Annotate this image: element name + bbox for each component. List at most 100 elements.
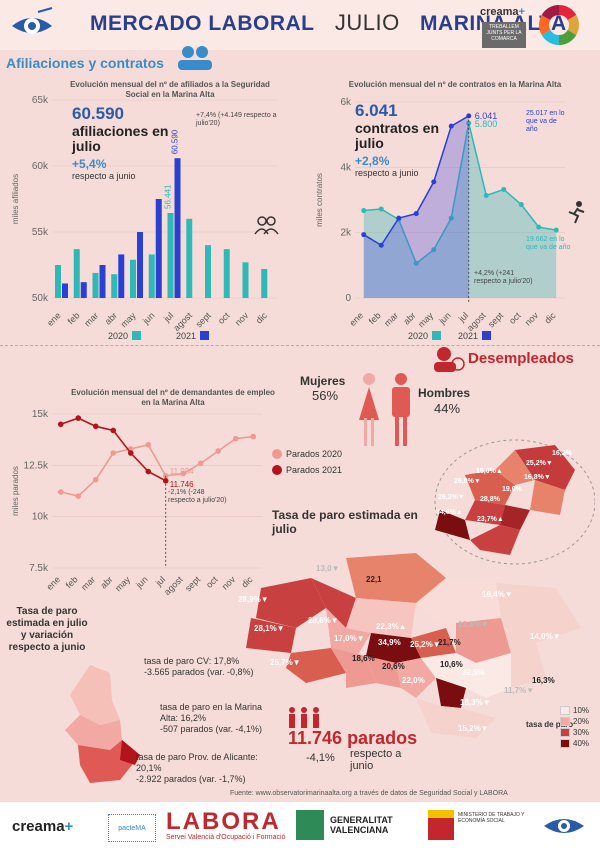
legend-swatch-parados-2020 — [272, 449, 282, 459]
legend-swatch — [560, 739, 570, 748]
bar-2020-nov — [242, 262, 249, 298]
legend-label: 10% — [573, 706, 590, 715]
map-region — [326, 608, 371, 658]
bar-2020-jul — [167, 212, 174, 298]
map-rate-label: 22,3%▲ — [376, 622, 407, 631]
map-region — [346, 553, 446, 603]
x-tick-label: oct — [204, 574, 220, 590]
source-note: Fuente: www.observatorimarinaalta.org a … — [230, 790, 508, 797]
point-Parados 2021-jun — [145, 468, 152, 475]
data-label-2021-jul: 60.590 — [171, 129, 180, 154]
map-rate-label: 20,6% — [382, 662, 405, 671]
x-tick-label: ene — [347, 310, 365, 328]
point-Parados 2020-nov — [232, 435, 239, 442]
map-rate-label: 14,0%▼ — [530, 632, 561, 641]
sdg-wheel-icon — [539, 5, 579, 45]
zoom-rate-label: 26,0%▼ — [454, 478, 481, 485]
legend-label-2021: 2021 — [458, 331, 478, 341]
point-2020-ene — [361, 208, 367, 214]
map-region — [366, 656, 401, 688]
x-tick-label: oct — [507, 310, 523, 326]
x-tick-label: dic — [542, 310, 558, 326]
data-label-2020-jul: 56.441 — [164, 184, 173, 209]
contracts-value: 6.041 — [355, 101, 398, 120]
legend-item: 30% — [560, 727, 589, 738]
map-region — [416, 578, 501, 628]
y-axis-label: miles contratos — [315, 173, 324, 227]
zoom-region — [435, 510, 470, 540]
point-Parados 2020-mar — [92, 476, 99, 483]
y-tick-label: 10k — [32, 512, 49, 523]
x-tick-label: jun — [436, 310, 452, 326]
woman-icon — [359, 373, 379, 446]
marina-alta-main-map — [246, 553, 581, 738]
bar-2020-jun — [148, 254, 155, 298]
section-title-desempleados: Desempleados — [468, 350, 574, 367]
footer-labora-sub: Servei Valencià d'Ocupació i Formació — [166, 834, 286, 841]
bar-2020-feb — [73, 249, 80, 298]
y-tick-label: 6k — [340, 97, 352, 108]
x-tick-label: agost — [465, 310, 488, 333]
map-rate-label: 32,5% — [462, 668, 485, 677]
map-rate-label: 11,7%▼ — [504, 686, 535, 695]
legend-swatch — [560, 717, 570, 726]
bar-2020-agost — [186, 218, 193, 298]
map-region — [421, 653, 476, 688]
bar-2020-sept — [205, 245, 211, 298]
affiliates-chart-title: Evolución mensual del nº de afiliados a … — [70, 80, 270, 99]
zoom-region — [495, 450, 535, 485]
x-tick-label: mar — [82, 310, 100, 328]
legend-label-2021: 2021 — [176, 331, 196, 341]
map-title: Tasa de paro estimada en julio — [272, 508, 418, 536]
creama-logo: creama+ — [480, 6, 525, 18]
legend-swatch-2021 — [200, 331, 209, 340]
contracts-label: contratos en julio — [355, 120, 440, 151]
map-region — [456, 618, 511, 663]
bar-2021-ene — [62, 283, 68, 298]
prov-rate: tasa de paro Prov. de Alicante: 20,1% -2… — [136, 752, 266, 785]
zoom-rate-label: 25,2%▼ — [526, 460, 553, 467]
section-title-afiliaciones: Afiliaciones y contratos — [6, 55, 164, 71]
x-tick-label: mar — [79, 574, 97, 592]
legend-label-2020: 2020 — [108, 331, 128, 341]
map-legend-title: tasa de paro — [526, 720, 574, 729]
footer-labora-logo: LABORA — [166, 808, 281, 835]
title-month: JULIO — [334, 10, 400, 35]
prov-rate-detail: -2.922 parados (var. -1,7%) — [136, 774, 246, 784]
map-rate-label: 16,3% — [532, 676, 555, 685]
zoom-rate-label: 26,3%▼ — [438, 494, 465, 501]
line-Parados 2020 — [60, 435, 254, 498]
point-2021-mar — [396, 215, 402, 221]
contracts-pct: +2,8% — [355, 154, 390, 168]
bar-2021-jun — [155, 199, 162, 298]
map-region — [501, 618, 546, 688]
point-2020-sept — [501, 186, 507, 192]
contracts-ytd-2020: 19.662 en lo que va de año — [526, 236, 571, 251]
point-Parados 2021-ene — [57, 421, 64, 428]
man-icon — [392, 373, 410, 446]
point-2020-abr — [413, 260, 419, 266]
legend-swatch-2021 — [482, 331, 491, 340]
point-Parados 2020-sept — [197, 460, 204, 467]
men-label: Hombres — [418, 386, 471, 400]
affiliates-label: afiliaciones en julio — [72, 123, 169, 154]
contracts-highlight: 6.041 contratos en julio +2,8% respecto … — [355, 101, 465, 178]
x-tick-label: feb — [367, 310, 383, 326]
legend-label-2020: 2020 — [408, 331, 428, 341]
observatory-eye-logo-icon — [12, 7, 53, 34]
legend-label-parados-2021: Parados 2021 — [286, 465, 343, 475]
unemployed-annotation: -2,1% (-248 respecto a julio'20) — [168, 489, 227, 504]
map-region — [331, 648, 376, 688]
x-tick-label: may — [113, 574, 132, 593]
point-Parados 2021-abr — [110, 427, 117, 434]
y-tick-label: 55k — [32, 227, 49, 238]
point-Parados 2020-feb — [75, 493, 82, 499]
map-rate-label: 22,0% — [402, 676, 425, 685]
map-region — [346, 598, 416, 638]
point-Parados 2020-ene — [57, 489, 64, 495]
treballem-junts-badge: TREBALLEM JUNTS PER LA COMARCA — [482, 22, 526, 48]
legend-label-parados-2020: Parados 2020 — [286, 449, 343, 459]
